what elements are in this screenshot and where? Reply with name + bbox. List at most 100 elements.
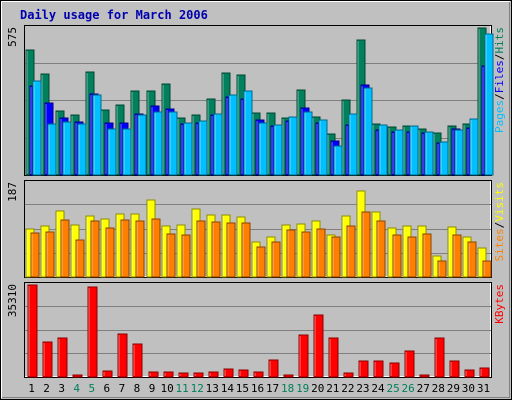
bar-pages-day-30: Pages 30: 219	[469, 118, 479, 176]
bar-sites-day-2: Sites 2: 89	[45, 231, 55, 278]
legend-separator: /	[493, 222, 506, 229]
bar-sites-day-1: Sites 1: 88	[30, 232, 40, 278]
bar-kbytes-day-25: KBytes 25: 5360	[389, 362, 400, 378]
bar-pages-day-25: Pages 25: 175	[394, 129, 404, 176]
legend-pages: Pages	[493, 100, 506, 133]
bar-sites-day-14: Sites 14: 108	[226, 222, 236, 278]
series-pages: Pages 1: 368 Pages 2: 199 Pages 3: 208 Page…	[32, 33, 494, 176]
bar-pages-day-8: Pages 8: 235	[137, 114, 147, 176]
bar-pages-day-14: Pages 14: 311	[228, 94, 238, 176]
bar-sites-day-28: Sites 28: 31	[437, 260, 447, 278]
bar-sites-day-24: Sites 24: 112	[376, 220, 386, 278]
bar-sites-day-25: Sites 25: 84	[392, 234, 402, 278]
bar-sites-day-9: Sites 9: 115	[151, 218, 161, 278]
bar-pages-day-3: Pages 3: 208	[62, 121, 72, 176]
bar-sites-day-31: Sites 31: 32	[482, 260, 492, 278]
bar-kbytes-day-10: KBytes 10: 1890	[163, 371, 174, 378]
x-tick-label: 16	[251, 382, 264, 395]
bar-pages-day-24: Pages 24: 197	[378, 124, 388, 176]
bar-pages-day-23: Pages 23: 342	[363, 87, 373, 176]
bar-sites-day-13: Sites 13: 110	[211, 221, 221, 278]
bar-pages-day-5: Pages 5: 312	[92, 94, 102, 176]
bar-kbytes-day-18: KBytes 18: 760	[283, 374, 294, 378]
x-tick-label: 28	[432, 382, 445, 395]
bar-kbytes-day-4: KBytes 4: 950	[72, 374, 83, 378]
x-tick-label: 11	[176, 382, 189, 395]
bar-pages-day-17: Pages 17: 195	[273, 124, 283, 176]
x-tick-label: 30	[462, 382, 475, 395]
legend: Sites/Visits	[493, 182, 506, 262]
legend-separator: /	[493, 93, 506, 100]
x-tick-label: 20	[311, 382, 324, 395]
bar-kbytes-day-5: KBytes 5: 34500	[87, 286, 98, 378]
x-tick-label: 6	[104, 382, 111, 395]
bar-pages-day-16: Pages 16: 202	[258, 122, 268, 176]
chart-title: Daily usage for March 2006	[20, 8, 208, 22]
bar-kbytes-day-16: KBytes 16: 1840	[253, 371, 264, 378]
bar-sites-day-29: Sites 29: 84	[452, 234, 462, 278]
bar-sites-day-12: Sites 12: 111	[196, 220, 206, 278]
bar-pages-day-27: Pages 27: 167	[424, 131, 434, 176]
panel-kbytes: 35310 KBytes KBytes 1: 35310 KBytes 2: 1341…	[6, 282, 506, 378]
bar-kbytes-day-17: KBytes 17: 6700	[268, 359, 279, 378]
x-tick-label: 3	[58, 382, 65, 395]
bar-kbytes-day-31: KBytes 31: 3630	[479, 367, 490, 378]
x-tick-label: 31	[477, 382, 490, 395]
bar-pages-day-29: Pages 29: 176	[454, 129, 464, 176]
bar-kbytes-day-15: KBytes 15: 2750	[238, 369, 249, 378]
bar-pages-day-26: Pages 26: 190	[409, 125, 419, 176]
bar-kbytes-day-7: KBytes 7: 16450	[117, 333, 128, 378]
bar-sites-day-16: Sites 16: 60	[256, 246, 266, 278]
x-tick-label: 23	[356, 382, 369, 395]
bar-sites-day-22: Sites 22: 101	[346, 225, 356, 278]
bar-kbytes-day-27: KBytes 27: 700	[419, 374, 430, 378]
y-max-label: 35310	[6, 284, 19, 317]
x-tick-label: 19	[296, 382, 309, 395]
bar-kbytes-day-8: KBytes 8: 12550	[132, 343, 143, 378]
bar-pages-day-11: Pages 11: 202	[183, 122, 193, 176]
bar-kbytes-day-1: KBytes 1: 35310	[27, 284, 38, 378]
bar-pages-day-18: Pages 18: 228	[288, 116, 298, 176]
bar-sites-day-26: Sites 26: 80	[407, 236, 417, 278]
x-tick-label: 7	[119, 382, 126, 395]
bar-pages-day-19: Pages 19: 246	[303, 111, 313, 176]
bar-pages-day-12: Pages 12: 210	[198, 120, 208, 176]
legend-files: Files	[493, 60, 506, 93]
bar-sites-day-5: Sites 5: 111	[90, 220, 100, 278]
x-tick-label: 12	[191, 382, 204, 395]
legend-separator: /	[493, 54, 506, 61]
x-tick-label: 14	[221, 382, 235, 395]
x-tick-label: 26	[402, 382, 415, 395]
x-tick-label: 5	[88, 382, 95, 395]
x-tick-label: 27	[417, 382, 430, 395]
bar-kbytes-day-11: KBytes 11: 1430	[178, 372, 189, 378]
bar-pages-day-7: Pages 7: 178	[122, 128, 132, 176]
legend-sites: Sites	[493, 228, 506, 261]
bar-sites-day-11: Sites 11: 84	[181, 234, 191, 278]
x-tick-label: 18	[281, 382, 294, 395]
bar-sites-day-20: Sites 20: 95	[316, 228, 326, 278]
bar-kbytes-day-26: KBytes 26: 9910	[404, 350, 415, 378]
x-tick-label: 22	[341, 382, 354, 395]
bar-sites-day-30: Sites 30: 70	[467, 241, 477, 278]
bar-kbytes-day-2: KBytes 2: 13410	[42, 341, 53, 378]
bar-pages-day-2: Pages 2: 199	[47, 123, 57, 176]
bar-kbytes-day-29: KBytes 29: 6010	[449, 360, 460, 378]
bar-sites-day-3: Sites 3: 114	[60, 219, 70, 278]
bar-kbytes-day-14: KBytes 14: 3260	[223, 368, 234, 378]
bar-pages-day-1: Pages 1: 368	[32, 80, 42, 176]
legend: KBytes	[493, 284, 506, 324]
x-tick-label: 15	[236, 382, 249, 395]
x-tick-label: 24	[371, 382, 385, 395]
bar-sites-day-19: Sites 19: 90	[301, 231, 311, 278]
bar-pages-day-28: Pages 28: 131	[439, 141, 449, 176]
bar-sites-day-23: Sites 23: 130	[361, 211, 371, 278]
bar-kbytes-day-30: KBytes 30: 2550	[464, 369, 475, 378]
bar-sites-day-6: Sites 6: 97	[105, 227, 115, 278]
bar-pages-day-20: Pages 20: 215	[318, 119, 328, 176]
bar-pages-day-4: Pages 4: 201	[77, 123, 87, 176]
legend-visits: Visits	[493, 182, 506, 222]
